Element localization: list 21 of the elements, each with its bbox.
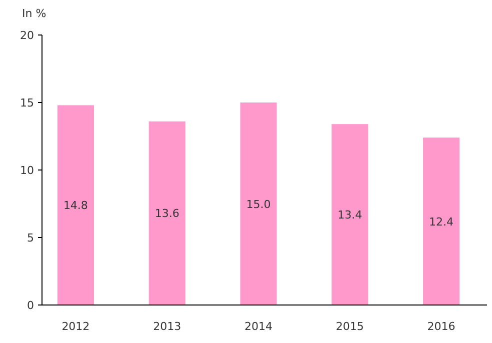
x-tick-label: 2012 bbox=[62, 320, 90, 333]
x-tick-label: 2013 bbox=[153, 320, 182, 333]
x-tick-label: 2014 bbox=[244, 320, 272, 333]
data-label: 13.4 bbox=[338, 208, 362, 222]
y-tick-label: 20 bbox=[20, 29, 34, 42]
y-axis-title: In % bbox=[22, 7, 46, 20]
bar bbox=[332, 124, 368, 305]
y-tick-label: 15 bbox=[20, 96, 34, 110]
bar bbox=[423, 138, 460, 305]
bar bbox=[57, 105, 94, 305]
data-label: 12.4 bbox=[429, 215, 454, 228]
bar bbox=[148, 121, 186, 305]
data-label: 15.0 bbox=[246, 198, 271, 211]
data-label: 14.8 bbox=[63, 199, 88, 212]
x-tick-label: 2016 bbox=[427, 320, 456, 333]
data-label: 13.6 bbox=[154, 207, 180, 220]
y-tick-label: 5 bbox=[27, 232, 34, 244]
y-tick-label: 0 bbox=[27, 299, 34, 312]
bar bbox=[240, 102, 277, 305]
x-tick-label: 2015 bbox=[336, 320, 364, 333]
y-tick-label: 10 bbox=[20, 164, 34, 177]
